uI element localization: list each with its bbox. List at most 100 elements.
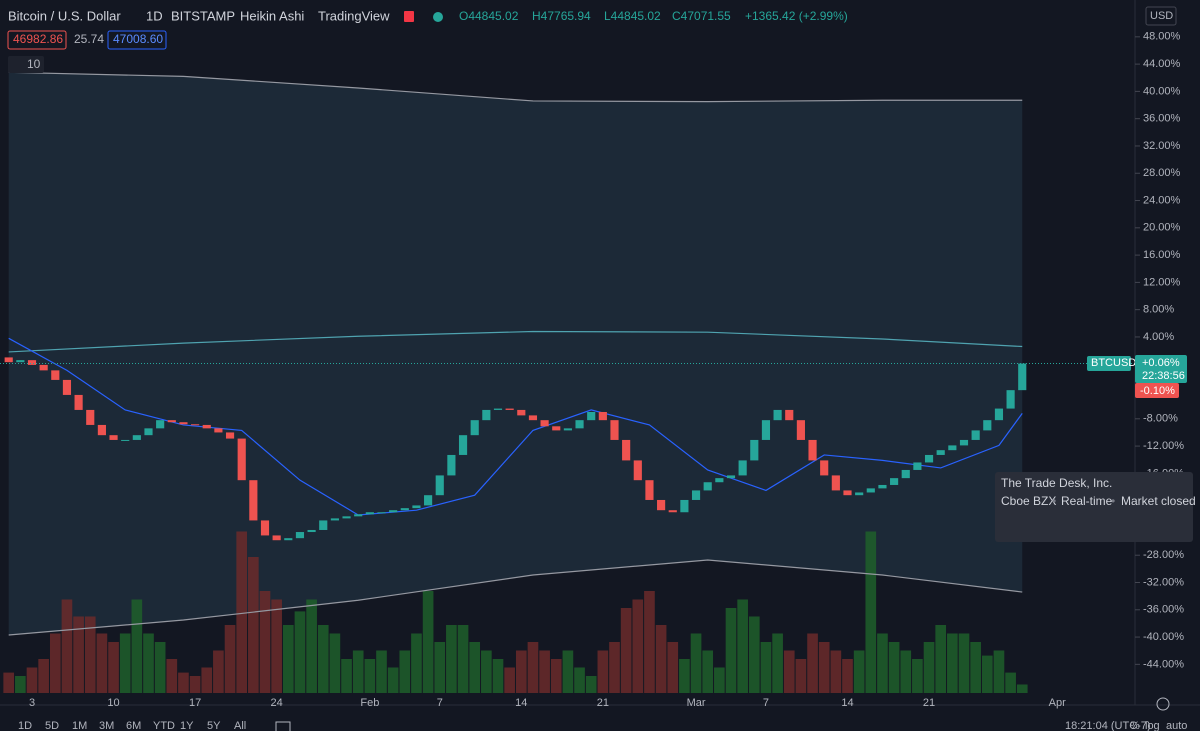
- candle: [86, 409, 95, 425]
- exchange: BITSTAMP: [171, 8, 235, 23]
- volume-bar: [842, 659, 853, 693]
- range-button[interactable]: All: [234, 720, 246, 731]
- x-tick-label: 14: [841, 697, 853, 709]
- candle: [74, 394, 83, 410]
- percent-toggle[interactable]: %: [1130, 720, 1140, 731]
- range-button[interactable]: 3M: [99, 720, 114, 731]
- candle: [796, 420, 805, 440]
- y-tick-label: -40.00%: [1143, 631, 1184, 643]
- candle: [225, 432, 235, 439]
- volume-bar: [748, 616, 760, 693]
- volume-bar: [352, 650, 364, 693]
- candle: [831, 475, 840, 491]
- x-tick-label: 24: [271, 697, 283, 709]
- candle: [703, 482, 712, 491]
- volume-bar: [422, 591, 434, 693]
- candle: [4, 357, 13, 363]
- range-button[interactable]: 6M: [126, 720, 141, 731]
- line-lower: [8, 559, 1023, 636]
- candle: [785, 409, 794, 421]
- range-button[interactable]: 1Y: [180, 720, 194, 731]
- candle: [633, 460, 642, 481]
- calendar-icon[interactable]: [275, 721, 291, 731]
- low: L44845.02: [604, 9, 661, 23]
- candle: [726, 475, 736, 479]
- volume-bar: [387, 667, 399, 693]
- log-toggle[interactable]: log: [1145, 720, 1160, 731]
- auto-toggle[interactable]: auto: [1166, 720, 1187, 731]
- candle: [750, 439, 759, 461]
- volume-bar: [481, 650, 492, 693]
- candle: [447, 454, 456, 476]
- volume-bar: [446, 625, 457, 693]
- indicator-box[interactable]: [8, 56, 44, 73]
- y-tick-label: -44.00%: [1143, 658, 1184, 670]
- settings-icon[interactable]: [1156, 697, 1170, 711]
- x-tick-label: Apr: [1049, 697, 1066, 709]
- candle: [598, 411, 607, 421]
- volume-bar: [818, 642, 830, 693]
- range-button[interactable]: 5Y: [207, 720, 221, 731]
- volume-bar: [772, 633, 783, 693]
- interval[interactable]: 1D: [146, 8, 163, 23]
- y-tick-label: -12.00%: [1143, 440, 1184, 452]
- volume-bar: [888, 642, 900, 693]
- range-button[interactable]: 5D: [45, 720, 59, 731]
- countdown: 22:38:56: [1142, 370, 1185, 382]
- volume-bar: [562, 650, 574, 693]
- price-box: [7, 30, 67, 50]
- price-tag: [1135, 355, 1187, 383]
- candle: [132, 435, 141, 440]
- candle: [97, 424, 106, 436]
- volume-bar: [108, 642, 119, 693]
- candle: [167, 420, 176, 423]
- volume-bar: [702, 650, 714, 693]
- candle: [587, 411, 596, 421]
- volume-bar: [865, 531, 877, 693]
- price-b: 47008.60: [113, 32, 163, 46]
- currency-box[interactable]: [1145, 6, 1177, 26]
- volume-bar: [457, 625, 469, 693]
- candle: [552, 426, 561, 431]
- x-tick-label: 21: [597, 697, 609, 709]
- range-button[interactable]: 1M: [72, 720, 87, 731]
- range-button[interactable]: 1D: [18, 720, 32, 731]
- candle: [959, 439, 969, 446]
- y-tick-label: 4.00%: [1143, 331, 1174, 343]
- volume-bar: [73, 616, 84, 693]
- candle: [144, 428, 153, 436]
- candle: [237, 438, 246, 481]
- range-button[interactable]: YTD: [153, 720, 175, 731]
- candle: [295, 532, 305, 539]
- y-tick-label: 8.00%: [1143, 304, 1174, 316]
- candle: [761, 420, 771, 440]
- price-tag: [1135, 383, 1179, 398]
- band-fill: [8, 72, 1023, 636]
- currency[interactable]: USD: [1150, 10, 1173, 22]
- volume-bar: [236, 531, 248, 693]
- candle: [202, 424, 211, 429]
- volume-bar: [620, 608, 632, 693]
- volume-bar: [411, 633, 422, 693]
- candle: [16, 360, 25, 363]
- volume-bar: [655, 625, 667, 693]
- sep: •: [1052, 494, 1056, 508]
- volume-bar: [49, 633, 61, 693]
- candle: [214, 428, 223, 433]
- volume-bar: [1005, 672, 1016, 693]
- candle: [936, 450, 945, 455]
- volume-bar: [201, 667, 213, 693]
- volume-bar: [61, 599, 73, 693]
- candle: [493, 408, 503, 410]
- tooltip-exchange: Cboe BZX: [1001, 494, 1056, 508]
- candle: [610, 420, 619, 440]
- symbol-tag: [1087, 356, 1131, 371]
- volume-bar: [585, 676, 597, 693]
- volume-bar: [271, 599, 282, 693]
- volume-bar: [84, 616, 96, 693]
- candle: [412, 505, 421, 509]
- symbol: Bitcoin / U.S. Dollar: [8, 8, 121, 23]
- flag-icon[interactable]: [404, 11, 414, 22]
